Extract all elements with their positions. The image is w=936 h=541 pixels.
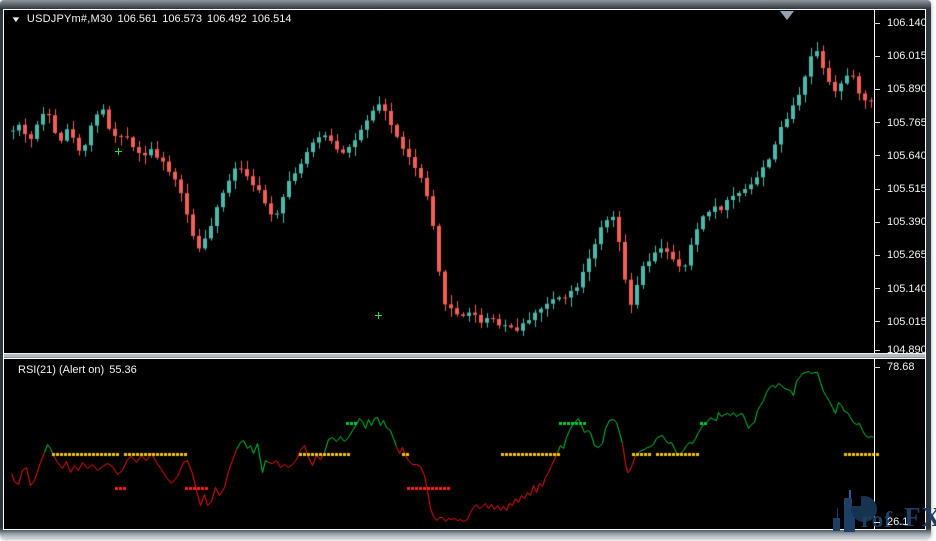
signal-marker <box>115 148 122 155</box>
chevron-down-icon: ▼ <box>10 15 22 24</box>
pane-splitter[interactable] <box>4 353 925 359</box>
watermark-p-notch <box>852 497 861 506</box>
symbol-period-label: USDJPYm#,M30 <box>26 13 113 25</box>
watermark-candle-body <box>833 518 840 531</box>
rsi-indicator-label: RSI(21) (Alert on) 55.36 <box>18 364 137 376</box>
ohlc-high: 106.573 <box>162 13 202 25</box>
chart-canvas[interactable] <box>4 10 925 529</box>
ohlc-close: 106.514 <box>251 13 292 25</box>
ohlc-low: 106.492 <box>207 13 247 25</box>
watermark-candle-wick <box>837 508 838 522</box>
chart-title-bar: ▼ USDJPYm#,M30 106.561 106.573 106.492 106.51… <box>10 13 292 25</box>
rsi-name: RSI(21) (Alert on) <box>18 364 105 376</box>
watermark-text-fx: FX <box>904 502 936 532</box>
watermark-p-wick <box>849 490 851 502</box>
signal-marker <box>375 312 382 319</box>
price-scale-separator <box>874 10 875 529</box>
ohlc-open: 106.561 <box>117 13 158 25</box>
rsi-current-value: 55.36 <box>109 364 137 376</box>
watermark-text-rof: rof <box>861 507 893 532</box>
down-arrow-marker <box>780 11 794 20</box>
chart-window-inner: ▼ USDJPYm#,M30 106.561 106.573 106.492 106.51… <box>3 9 926 530</box>
watermark-text-dash: - <box>898 512 905 534</box>
profx-watermark: rof - FX <box>830 490 936 538</box>
watermark-p-stem <box>844 498 855 532</box>
